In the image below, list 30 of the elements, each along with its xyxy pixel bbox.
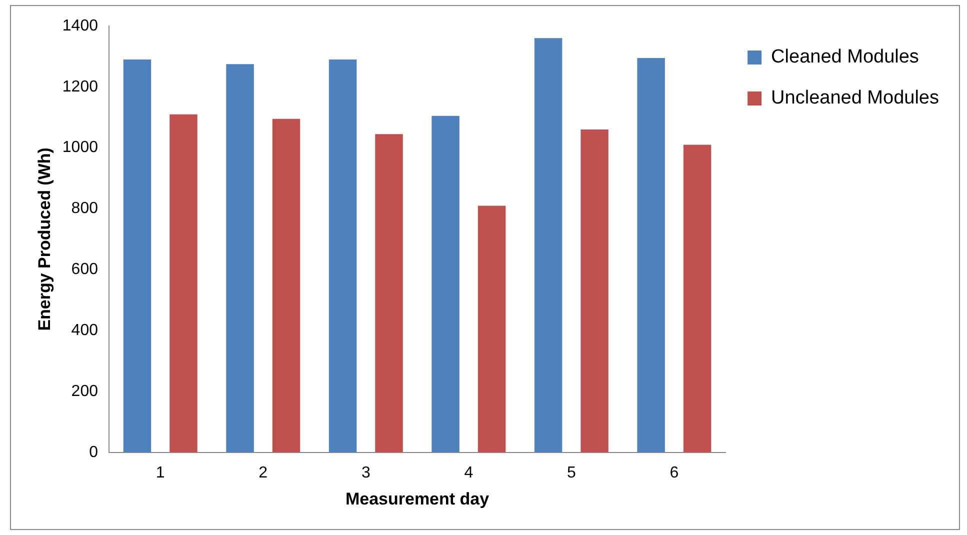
- y-tick-label: 800: [71, 200, 98, 218]
- x-tick-label: 3: [361, 464, 370, 482]
- x-tick-label: 1: [156, 464, 165, 482]
- legend-label: Cleaned Modules: [771, 46, 919, 68]
- x-tick-label: 4: [464, 464, 474, 482]
- bar: [328, 60, 357, 452]
- bar: [170, 114, 198, 452]
- bar: [534, 38, 562, 452]
- y-tick-label: 600: [71, 261, 98, 278]
- bar: [580, 130, 608, 452]
- x-axis-title: Measurement day: [345, 489, 490, 508]
- bar: [637, 58, 665, 452]
- bar: [226, 64, 254, 452]
- y-tick-label: 1000: [62, 139, 98, 156]
- bar: [478, 206, 506, 452]
- bar: [375, 134, 403, 452]
- y-tick-label: 0: [89, 444, 98, 461]
- bar: [272, 118, 300, 452]
- legend-label: Uncleaned Modules: [771, 88, 940, 109]
- y-tick-label: 1400: [62, 17, 98, 34]
- x-tick-label: 6: [670, 464, 679, 482]
- bar: [683, 144, 712, 452]
- y-tick-label: 1200: [62, 78, 98, 96]
- x-tick-label: 2: [258, 464, 268, 482]
- bar: [123, 60, 152, 452]
- x-tick-label: 5: [566, 464, 576, 482]
- y-tick-label: 200: [71, 382, 98, 400]
- y-axis-title: Energy Produced (Wh): [34, 148, 54, 331]
- bar: [432, 116, 460, 452]
- y-tick-label: 400: [71, 322, 98, 339]
